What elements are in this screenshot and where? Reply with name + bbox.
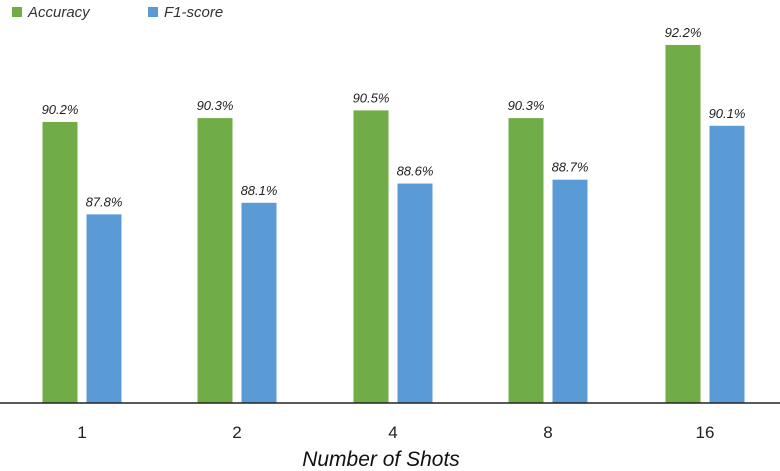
x-tick-label-16: 16 <box>696 423 715 442</box>
data-label-f1-score-16: 90.1% <box>709 106 746 121</box>
bar-accuracy-4 <box>353 110 389 404</box>
data-label-accuracy-16: 92.2% <box>665 25 702 40</box>
bar-f1-score-1 <box>86 214 122 403</box>
bar-accuracy-1 <box>42 121 78 403</box>
data-label-accuracy-1: 90.2% <box>42 102 79 117</box>
bar-f1-score-16 <box>709 125 745 404</box>
data-labels: 90.2% 87.8% 90.3% 88.1% 90.5% 88.6% 90.3% 88.7%… <box>42 25 746 209</box>
data-label-f1-score-2: 88.1% <box>241 183 278 198</box>
x-tick-label-8: 8 <box>543 423 552 442</box>
bar-accuracy-16 <box>665 44 701 403</box>
x-tick-label-2: 2 <box>232 423 241 442</box>
legend-label-f1-score: F1-score <box>164 4 223 21</box>
data-label-accuracy-4: 90.5% <box>353 90 390 105</box>
x-tick-label-1: 1 <box>77 423 86 442</box>
x-tick-labels: 1 2 4 8 16 <box>77 423 714 442</box>
data-label-f1-score-4: 88.6% <box>397 164 434 179</box>
data-label-f1-score-1: 87.8% <box>86 194 123 209</box>
bar-f1-score-8 <box>552 179 588 403</box>
bar-f1-score-4 <box>397 183 433 403</box>
bar-accuracy-8 <box>508 118 544 403</box>
legend-swatch-accuracy <box>12 7 22 17</box>
legend-label-accuracy: Accuracy <box>27 4 91 21</box>
data-label-f1-score-8: 88.7% <box>552 160 589 175</box>
bar-group <box>42 44 745 404</box>
x-tick-label-4: 4 <box>388 423 397 442</box>
legend-swatch-f1-score <box>148 7 158 17</box>
data-label-accuracy-2: 90.3% <box>197 98 234 113</box>
bar-accuracy-2 <box>197 118 233 403</box>
x-axis-title: Number of Shots <box>302 448 460 471</box>
bar-f1-score-2 <box>241 202 277 403</box>
legend: Accuracy F1-score <box>12 4 223 21</box>
data-label-accuracy-8: 90.3% <box>508 98 545 113</box>
